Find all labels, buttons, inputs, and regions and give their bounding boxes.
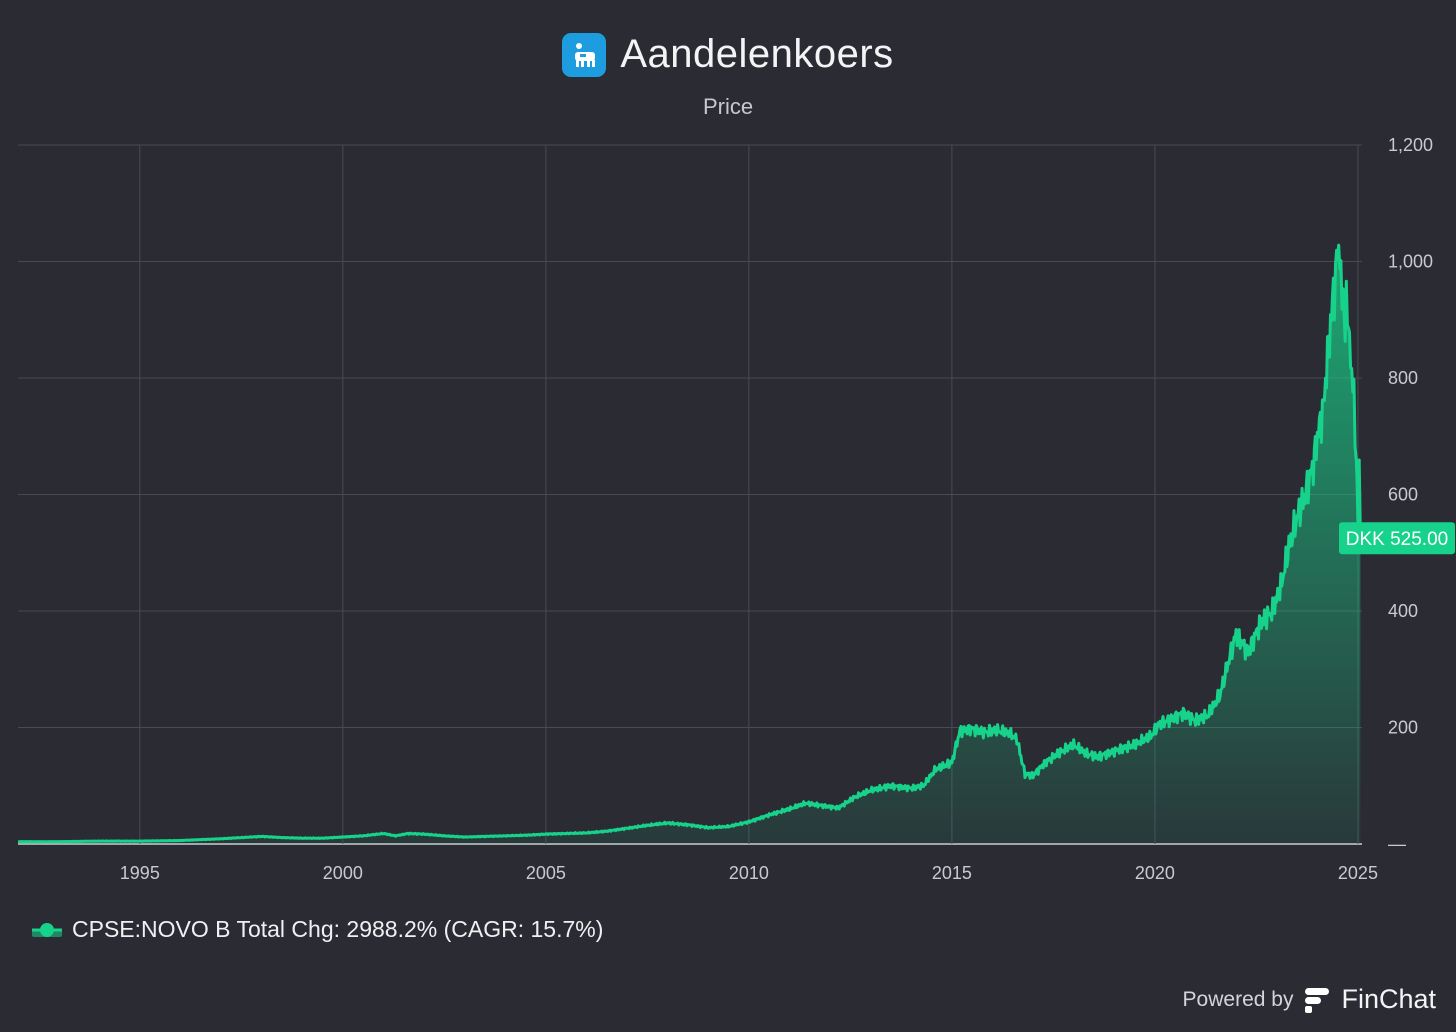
powered-by-label: Powered by bbox=[1182, 987, 1294, 1011]
legend-label: CPSE:NOVO B Total Chg: 2988.2% (CAGR: 15… bbox=[72, 916, 604, 942]
x-tick-label: 2010 bbox=[729, 863, 769, 883]
page-title: Aandelenkoers bbox=[620, 32, 894, 76]
y-tick-label: — bbox=[1388, 834, 1406, 854]
series-line bbox=[17, 243, 1362, 844]
x-tick-label: 1995 bbox=[120, 863, 160, 883]
x-tick-label: 2000 bbox=[323, 863, 363, 883]
last-value-layer: DKK 525.00 bbox=[1339, 522, 1455, 555]
y-tick-label: 1,000 bbox=[1388, 252, 1433, 272]
novo-nordisk-bull-icon bbox=[562, 32, 607, 77]
series-area-layer bbox=[17, 243, 1362, 845]
axis-labels: — 200 400 600 800 1,000 1,200 1995 2000 2005 2010 2… bbox=[120, 135, 1433, 883]
last-value-badge bbox=[1339, 522, 1455, 555]
y-tick-label: 400 bbox=[1388, 601, 1418, 621]
finchat-brand: FinChat bbox=[1341, 984, 1436, 1014]
finchat-logo-icon bbox=[1305, 987, 1330, 1013]
y-tick-label: 200 bbox=[1388, 718, 1418, 738]
x-tick-label: 2020 bbox=[1135, 863, 1175, 883]
x-tick-label: 2025 bbox=[1338, 863, 1378, 883]
legend-series-icon bbox=[32, 922, 62, 937]
x-tick-label: 2015 bbox=[932, 863, 972, 883]
legend: CPSE:NOVO B Total Chg: 2988.2% (CAGR: 15… bbox=[32, 916, 603, 943]
last-value-label: DKK 525.00 bbox=[1346, 529, 1448, 550]
powered-by-finchat[interactable]: Powered by FinChat bbox=[1183, 984, 1436, 1015]
series-area bbox=[18, 245, 1361, 845]
x-tick-label: 2005 bbox=[526, 863, 566, 883]
y-tick-label: 1,200 bbox=[1388, 135, 1433, 155]
y-tick-label: 800 bbox=[1388, 368, 1418, 388]
page-subtitle: Price bbox=[702, 94, 754, 119]
chart-header: Aandelenkoers bbox=[0, 32, 1456, 77]
y-tick-label: 600 bbox=[1388, 485, 1418, 505]
